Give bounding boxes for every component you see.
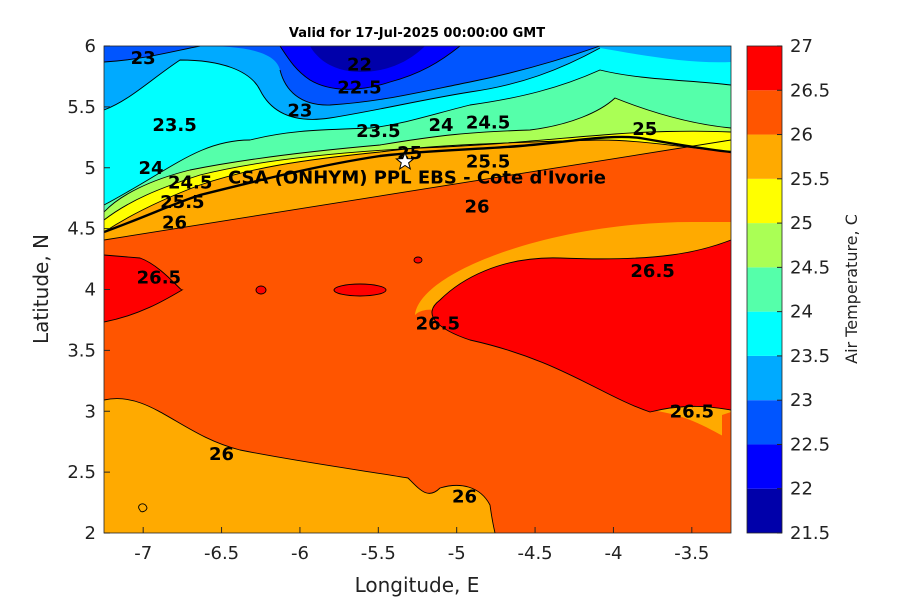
colorbar: 21.5 22 22.5 23 23.5 24 24.5 25 25.5 26 26.5 27 [746, 36, 830, 544]
band-21-5 [310, 46, 425, 72]
contour-label: 26.5 [630, 261, 674, 282]
contour-label: 26.5 [137, 267, 181, 288]
y-tick-label: 6 [85, 36, 96, 57]
contour-label: 24.5 [168, 172, 212, 193]
x-tick-label: -6 [291, 543, 309, 564]
x-tick-label: -5 [448, 543, 466, 564]
plot-title: Valid for 17-Jul-2025 00:00:00 GMT [289, 26, 545, 41]
y-tick-label: 3 [85, 401, 96, 422]
colorbar-tick-label: 24 [790, 302, 813, 323]
band-26-5-blob3 [414, 257, 422, 263]
x-tick-label: -4.5 [518, 543, 553, 564]
colorbar-tick-label: 25.5 [790, 169, 830, 190]
contour-label: 24.5 [466, 113, 510, 134]
band-26-5-west [104, 255, 182, 322]
contour-label: 26 [452, 486, 477, 507]
band-26-5-blob2 [256, 286, 266, 294]
colorbar-swatch [747, 400, 782, 445]
contour-label: 24 [428, 115, 453, 136]
x-tick-label: -6.5 [204, 543, 239, 564]
star-icon [395, 151, 415, 171]
contour-label: 26.5 [670, 401, 714, 422]
colorbar-tick-label: 25 [790, 213, 813, 234]
colorbar-tick-label: 27 [790, 36, 813, 57]
contour-label: 22 [347, 54, 372, 75]
colorbar-tick-label: 23.5 [790, 346, 830, 367]
contour-label: 24 [138, 158, 163, 179]
x-tick-label: -3.5 [674, 543, 709, 564]
colorbar-swatch [747, 90, 782, 135]
contour-label: 23 [131, 48, 156, 69]
contour-label: 23 [287, 101, 312, 122]
band-26-5-blob [334, 284, 386, 296]
contour-label: 25 [632, 119, 657, 140]
y-tick-label: 3.5 [67, 340, 96, 361]
y-tick-label: 5.5 [67, 97, 96, 118]
contour-label: 23.5 [152, 115, 196, 136]
colorbar-tick-label: 22 [790, 479, 813, 500]
colorbar-swatch [747, 311, 782, 356]
y-tick-label: 5 [85, 158, 96, 179]
x-tick-label: -4 [604, 543, 622, 564]
contour-label: 25.5 [160, 192, 204, 213]
axis-ticks: -7 -6.5 -6 -5.5 -5 -4.5 -4 -3.522.533.544.555.5… [67, 36, 709, 564]
colorbar-swatch [747, 46, 782, 91]
colorbar-swatch [747, 488, 782, 533]
colorbar-swatch [747, 267, 782, 312]
plot-area [104, 46, 731, 533]
y-tick-label: 2 [85, 523, 96, 544]
contour-label: 25.5 [466, 152, 510, 173]
contour-label: 26 [162, 213, 187, 234]
colorbar-tick-label: 24.5 [790, 257, 830, 278]
y-axis-title: Latitude, N [29, 234, 53, 344]
band-26-east-edge [722, 412, 731, 450]
contour-label: 22.5 [337, 77, 381, 98]
colorbar-tick-label: 22.5 [790, 434, 830, 455]
colorbar-tick-label: 26 [790, 125, 813, 146]
colorbar-tick-label: 26.5 [790, 80, 830, 101]
station-marker: CSA (ONHYM) PPL EBS - Cote d'Ivorie [228, 151, 606, 189]
colorbar-tick-label: 21.5 [790, 523, 830, 544]
station-label: CSA (ONHYM) PPL EBS - Cote d'Ivorie [228, 168, 606, 189]
band-26 [104, 140, 731, 533]
colorbar-swatch [747, 444, 782, 489]
x-tick-label: -5.5 [361, 543, 396, 564]
contour-label: 26 [465, 197, 490, 218]
y-tick-label: 4 [85, 280, 96, 301]
x-axis-title: Longitude, E [355, 573, 480, 597]
contour-label: 26.5 [416, 314, 460, 335]
contour-label: 23.5 [356, 121, 400, 142]
contour-label: 26 [209, 444, 234, 465]
colorbar-tick-label: 23 [790, 390, 813, 411]
colorbar-swatch [747, 134, 782, 179]
band-26-5-east [431, 240, 731, 412]
coastline [104, 135, 731, 234]
x-tick-label: -7 [134, 543, 152, 564]
colorbar-swatch [747, 355, 782, 401]
colorbar-swatch [747, 223, 782, 268]
colorbar-swatch [747, 178, 782, 224]
y-tick-label: 2.5 [67, 462, 96, 483]
y-tick-label: 4.5 [67, 219, 96, 240]
colorbar-frame [746, 45, 783, 534]
colorbar-title: Air Temperature, C [842, 214, 861, 364]
contour-lines [104, 46, 731, 533]
